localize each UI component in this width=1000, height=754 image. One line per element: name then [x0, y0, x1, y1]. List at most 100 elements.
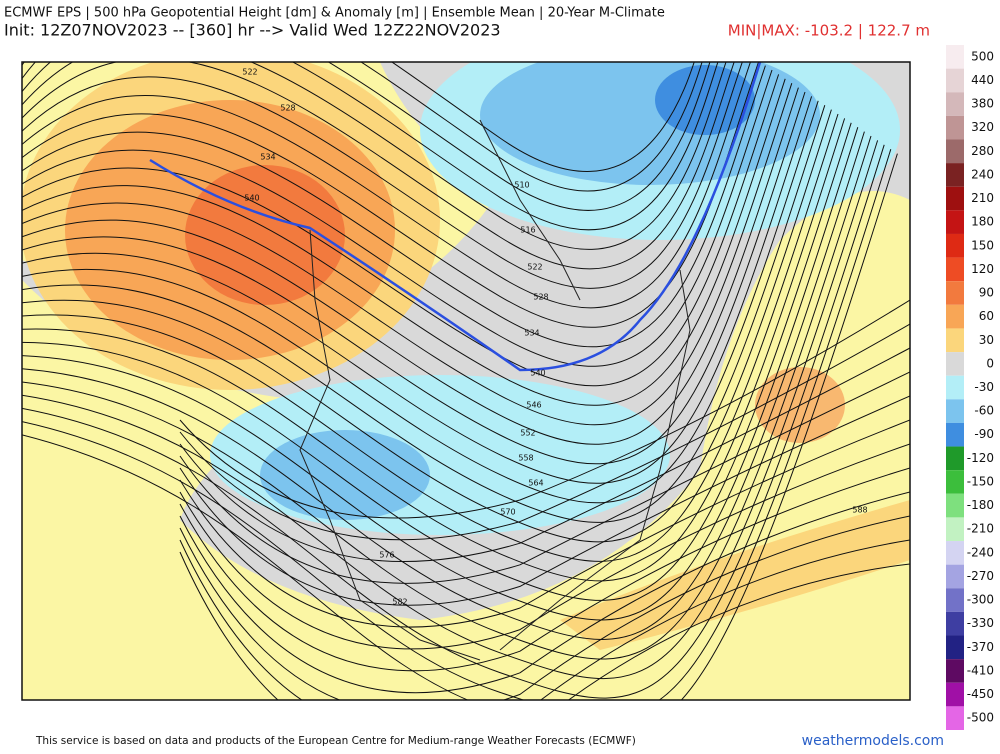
contour-line — [22, 69, 773, 367]
contour-line — [22, 96, 813, 484]
contour-line — [22, 118, 846, 582]
contour-label: 558 — [518, 454, 533, 463]
contour-label: 564 — [528, 479, 543, 488]
colorbar-swatch — [946, 422, 964, 447]
contour-line — [22, 140, 879, 680]
colorbar-swatch — [946, 92, 964, 116]
contour-line — [179, 551, 910, 700]
colorbar-label: -60 — [974, 404, 994, 418]
contour-label: 528 — [280, 104, 295, 113]
colorbar-swatch — [946, 470, 964, 494]
contour-line — [22, 91, 806, 465]
contour-line — [179, 371, 910, 584]
min-max: MIN|MAX: -103.2 | 122.7 m — [728, 22, 930, 40]
colorbar-label: 320 — [971, 120, 994, 134]
contour-540 — [149, 62, 762, 372]
colorbar-swatch — [946, 635, 964, 660]
contour-line — [22, 144, 885, 699]
contour-label: 534 — [524, 329, 539, 338]
contour-label: 570 — [500, 508, 515, 517]
colorbar-label: -330 — [967, 616, 994, 630]
colorbar-swatch — [946, 682, 964, 707]
colorbar-label: -150 — [967, 474, 994, 488]
colorbar-label: 500 — [971, 49, 994, 63]
colorbar-swatch — [946, 517, 964, 542]
colorbar-swatch — [946, 139, 964, 164]
colorbar-label: -300 — [967, 593, 994, 607]
contour-line — [179, 395, 910, 606]
contour-label: 582 — [392, 598, 407, 607]
colorbar-label: 90 — [979, 286, 994, 300]
colorbar-swatch — [946, 257, 964, 282]
contour-label: 534 — [260, 153, 275, 162]
contour-label: 510 — [514, 181, 529, 190]
colorbar-label: 380 — [971, 97, 994, 111]
header-subtitle: Init: 12Z07NOV2023 -- [360] hr --> Valid… — [4, 21, 501, 40]
contour-label: 528 — [533, 293, 548, 302]
contour-label: 588 — [852, 506, 867, 515]
colorbar-swatch — [946, 281, 964, 305]
colorbar-swatch — [946, 352, 964, 376]
contour-line — [390, 62, 695, 172]
contour-line — [179, 539, 910, 700]
colorbar-label: 180 — [971, 215, 994, 229]
colorbar-label: -30 — [974, 380, 994, 394]
contour-line — [22, 62, 711, 211]
colorbar-swatch — [946, 304, 964, 329]
contour-label: 552 — [520, 429, 535, 438]
colorbar-label: 0 — [986, 356, 994, 370]
contour-line — [22, 62, 719, 231]
colorbar-label: -370 — [967, 640, 994, 654]
colorbar-swatch — [946, 588, 964, 612]
colorbar-swatch — [946, 45, 964, 69]
contour-line — [179, 467, 910, 672]
coastline — [299, 119, 691, 661]
colorbar-swatch — [946, 564, 964, 589]
colorbar-swatch — [946, 375, 964, 400]
colorbar-label: -90 — [974, 427, 994, 441]
contour-line — [22, 62, 751, 309]
colorbar-label: -270 — [967, 569, 994, 583]
colorbar-label: 30 — [979, 333, 994, 347]
colorbar-label: 60 — [979, 309, 994, 323]
colorbar-label: 440 — [971, 73, 994, 87]
contour-label: 522 — [242, 68, 257, 77]
contour-line — [22, 62, 735, 270]
colorbar-swatch — [946, 706, 964, 730]
contour-label: 522 — [527, 263, 542, 272]
contour-line — [22, 78, 786, 406]
colorbar-label: 210 — [971, 191, 994, 205]
header-title: ECMWF EPS | 500 hPa Geopotential Height … — [4, 6, 665, 21]
contour-label: 576 — [379, 551, 394, 560]
contour-label: 516 — [520, 226, 535, 235]
contour-line — [22, 83, 793, 426]
colorbar-swatch — [946, 399, 964, 423]
colorbar-swatch — [946, 68, 964, 93]
colorbar-swatch — [946, 210, 964, 234]
colorbar-label: 240 — [971, 167, 994, 181]
contour-line — [22, 105, 826, 523]
negative-anomaly — [260, 430, 430, 520]
contour-line — [179, 347, 910, 563]
contour-line — [22, 65, 766, 348]
colorbar-label: -210 — [967, 522, 994, 536]
colorbar-label: -410 — [967, 663, 994, 677]
footer-site: weathermodels.com — [802, 733, 944, 749]
colorbar-label: 120 — [971, 262, 994, 276]
colorbar-swatch — [946, 115, 964, 140]
contour-label: 546 — [526, 401, 541, 410]
contour-line — [22, 62, 727, 250]
footer-note: This service is based on data and produc… — [35, 735, 636, 747]
contour-line — [22, 62, 703, 192]
contour-line — [22, 122, 852, 601]
contour-label: 540 — [244, 194, 259, 203]
contour-line — [22, 131, 865, 640]
contour-line — [22, 100, 819, 504]
map: 522 528 534 540 510 516 522 528 534 540 546 552 558 5… — [22, 62, 910, 700]
contour-line — [179, 323, 910, 541]
contour-line — [22, 62, 760, 328]
colorbar-label: -500 — [967, 711, 994, 725]
colorbar: 500 440 380 320 280 240 210 180 150 120 90 60 30 0 -30… — [946, 45, 994, 730]
colorbar-swatch — [946, 163, 964, 187]
